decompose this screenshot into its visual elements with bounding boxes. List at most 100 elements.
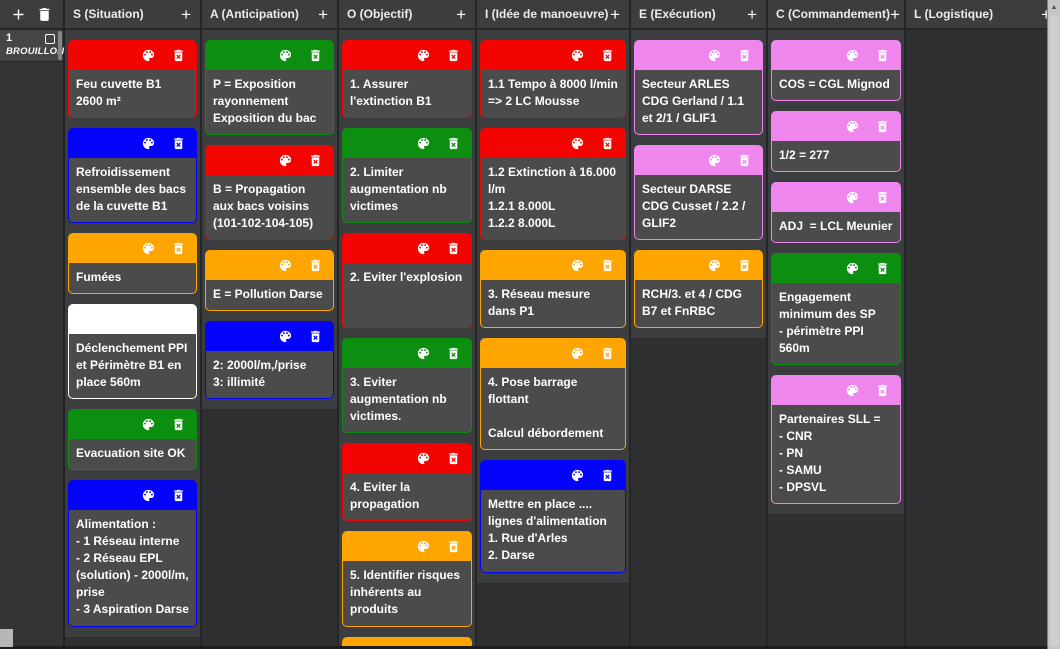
delete-card-icon[interactable] [600,346,615,361]
palette-icon[interactable] [707,258,722,273]
card-text[interactable]: Refroidissement ensemble des bacs de la … [68,158,197,224]
board-list-item[interactable]: 1 BROUILLON [0,30,64,62]
card-text[interactable]: 3. Eviter augmentation nb victimes. [342,368,472,434]
palette-icon[interactable] [845,190,860,205]
palette-icon[interactable] [570,48,585,63]
card[interactable]: Engagement minimum des SP - périmètre PP… [771,253,901,366]
palette-icon[interactable] [570,468,585,483]
card[interactable]: 1/2 = 277 [771,111,901,173]
card[interactable]: ADJ = LCL Meunier [771,182,901,244]
palette-icon[interactable] [278,329,293,344]
palette-icon[interactable] [570,136,585,151]
card-text[interactable]: 1. Assurer l'extinction B1 [342,70,472,119]
palette-icon[interactable] [141,48,156,63]
add-card-icon[interactable]: + [318,4,328,24]
card-text[interactable]: Fumées [68,263,197,295]
card[interactable]: 2. Eviter l'explosion [342,233,472,329]
delete-card-icon[interactable] [446,539,461,554]
delete-card-icon[interactable] [600,48,615,63]
horizontal-scrollbar-thumb[interactable] [0,629,13,647]
palette-icon[interactable] [416,346,431,361]
card[interactable]: 1.2 Extinction à 16.000 l/m 1.2.1 8.000L… [480,128,626,241]
card-text[interactable]: B = Propagation aux bacs voisins (101-10… [205,175,334,241]
palette-icon[interactable] [278,48,293,63]
card-text[interactable]: Secteur ARLES CDG Gerland / 1.1 et 2/1 /… [634,70,763,136]
card[interactable]: Fumées [68,233,197,295]
card[interactable]: Déclenchement PPI et Périmètre B1 en pla… [68,304,197,400]
card-text[interactable]: 5. Identifier risques inhérents au produ… [342,561,472,627]
palette-icon[interactable] [570,258,585,273]
delete-card-icon[interactable] [171,488,186,503]
palette-icon[interactable] [141,136,156,151]
palette-icon[interactable] [707,153,722,168]
delete-card-icon[interactable] [600,136,615,151]
delete-card-icon[interactable] [446,451,461,466]
card[interactable]: 1.1 Tempo à 8000 l/min => 2 LC Mousse [480,40,626,119]
board-checkbox[interactable] [45,33,55,44]
card[interactable]: Mettre en place .... lignes d'alimentati… [480,460,626,573]
palette-icon[interactable] [416,48,431,63]
card[interactable]: 1. Assurer l'extinction B1 [342,40,472,119]
card-text[interactable]: Alimentation : - 1 Réseau interne - 2 Ré… [68,510,197,627]
card[interactable]: 3. Eviter augmentation nb victimes. [342,338,472,434]
add-card-icon[interactable]: + [456,4,466,24]
delete-card-icon[interactable] [600,258,615,273]
card-text[interactable]: 1.2 Extinction à 16.000 l/m 1.2.1 8.000L… [480,158,626,241]
card[interactable]: 3. Réseau mesure dans P1 [480,250,626,329]
delete-card-icon[interactable] [308,329,323,344]
delete-card-icon[interactable] [171,241,186,256]
card-text[interactable]: Engagement minimum des SP - périmètre PP… [771,283,901,366]
add-card-icon[interactable]: + [1041,6,1051,23]
delete-card-icon[interactable] [875,48,890,63]
card[interactable]: COS = CGL Mignod [771,40,901,102]
delete-card-icon[interactable] [171,48,186,63]
palette-icon[interactable] [845,119,860,134]
card-text[interactable]: 1/2 = 277 [771,141,901,173]
delete-card-icon[interactable] [171,417,186,432]
delete-card-icon[interactable] [171,312,186,327]
add-card-icon[interactable]: + [747,4,757,24]
card[interactable]: Partenaires SLL = - CNR - PN - SAMU - DP… [771,375,901,505]
palette-icon[interactable] [416,136,431,151]
palette-icon[interactable] [845,383,860,398]
card-text[interactable]: 4. Pose barrage flottant Calcul débordem… [480,368,626,451]
delete-card-icon[interactable] [875,383,890,398]
card-text[interactable]: Evacuation site OK [68,439,197,471]
palette-icon[interactable] [845,261,860,276]
card-text[interactable]: P = Exposition rayonnement Exposition du… [205,70,334,136]
palette-icon[interactable] [416,241,431,256]
delete-card-icon[interactable] [171,136,186,151]
sidebar-scrollbar-thumb[interactable] [58,31,62,60]
scroll-up-icon[interactable]: ▲ [1050,4,1058,11]
card[interactable]: 2. Limiter augmentation nb victimes [342,128,472,224]
card[interactable]: 4. Pose barrage flottant Calcul débordem… [480,338,626,451]
trash-icon[interactable] [36,6,53,23]
card-text[interactable]: Mettre en place .... lignes d'alimentati… [480,490,626,573]
delete-card-icon[interactable] [446,241,461,256]
delete-card-icon[interactable] [875,261,890,276]
card[interactable]: Alimentation : - 1 Réseau interne - 2 Ré… [68,480,197,627]
card[interactable]: RCH/3. et 4 / CDG B7 et FnRBC [634,250,763,329]
palette-icon[interactable] [141,312,156,327]
delete-card-icon[interactable] [308,258,323,273]
palette-icon[interactable] [141,488,156,503]
card[interactable]: E = Pollution Darse [205,250,334,312]
delete-card-icon[interactable] [737,48,752,63]
card-text[interactable]: 4. Eviter la propagation [342,473,472,522]
card-text[interactable]: ADJ = LCL Meunier [771,212,901,244]
palette-icon[interactable] [570,346,585,361]
card-text[interactable]: 2. Eviter l'explosion [342,263,472,329]
palette-icon[interactable] [707,48,722,63]
add-board-icon[interactable] [10,6,27,23]
add-card-icon[interactable]: + [181,4,191,24]
card-text[interactable]: RCH/3. et 4 / CDG B7 et FnRBC [634,280,763,329]
delete-card-icon[interactable] [875,119,890,134]
card[interactable]: 2: 2000l/m,/prise 3: illimité [205,321,334,400]
palette-icon[interactable] [141,417,156,432]
palette-icon[interactable] [141,241,156,256]
delete-card-icon[interactable] [875,190,890,205]
palette-icon[interactable] [278,258,293,273]
delete-card-icon[interactable] [600,468,615,483]
card[interactable]: B = Propagation aux bacs voisins (101-10… [205,145,334,241]
delete-card-icon[interactable] [446,346,461,361]
